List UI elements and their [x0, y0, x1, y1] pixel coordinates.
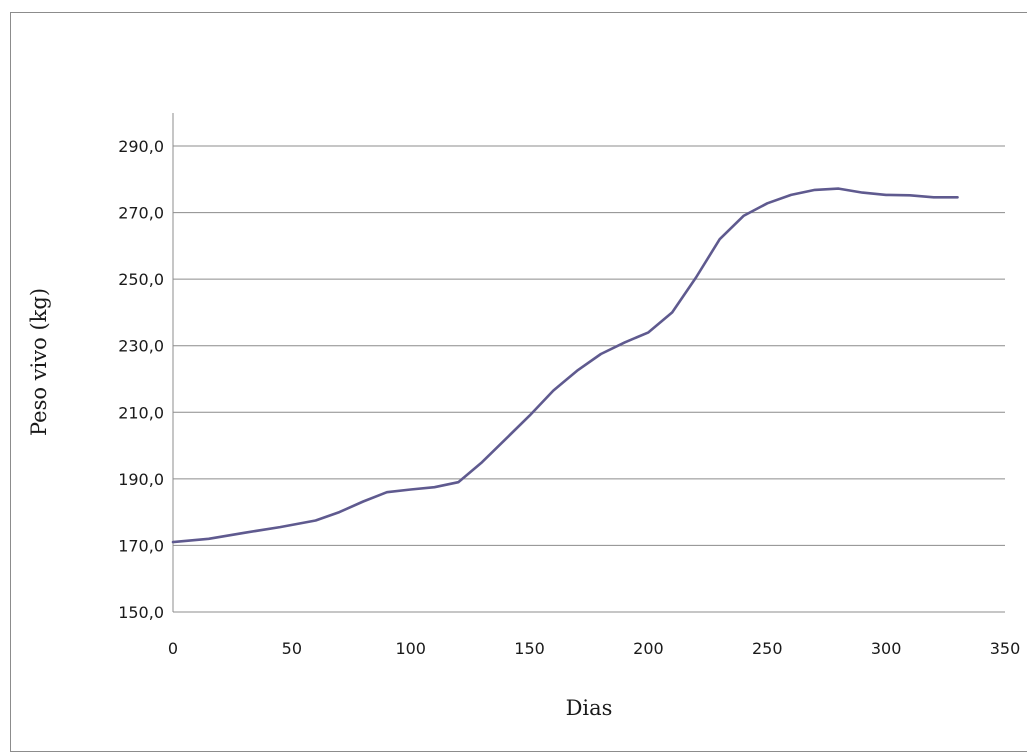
series-line-0: [171, 187, 959, 544]
y-tick-label: 250,0: [118, 270, 164, 289]
x-tick-labels: 0 50 100 150 200 250 300 350: [168, 639, 1020, 658]
x-tick-label: 250: [752, 639, 783, 658]
y-tick-label: 150,0: [118, 603, 164, 622]
x-tick-label: 200: [633, 639, 664, 658]
y-tick-label: 210,0: [118, 403, 164, 422]
line-chart: 150,0 170,0 190,0 210,0 230,0 250,0 270,0 290,0…: [27, 113, 1020, 720]
gridlines: [173, 145, 1005, 613]
y-tick-labels: 150,0 170,0 190,0 210,0 230,0 250,0 270,0 290,0: [118, 137, 164, 622]
y-tick-label: 230,0: [118, 337, 164, 356]
x-tick-label: 150: [514, 639, 545, 658]
x-axis-title: Dias: [566, 696, 613, 720]
y-axis-title: Peso vivo (kg): [27, 288, 51, 436]
series-layer: [171, 187, 959, 544]
y-tick-label: 170,0: [118, 536, 164, 555]
x-tick-label: 100: [395, 639, 426, 658]
x-tick-label: 350: [990, 639, 1021, 658]
x-tick-label: 0: [168, 639, 178, 658]
x-tick-label: 300: [871, 639, 902, 658]
y-tick-label: 190,0: [118, 470, 164, 489]
y-tick-label: 290,0: [118, 137, 164, 156]
y-tick-label: 270,0: [118, 204, 164, 223]
chart-frame: [10, 12, 1027, 752]
x-tick-label: 50: [282, 639, 302, 658]
